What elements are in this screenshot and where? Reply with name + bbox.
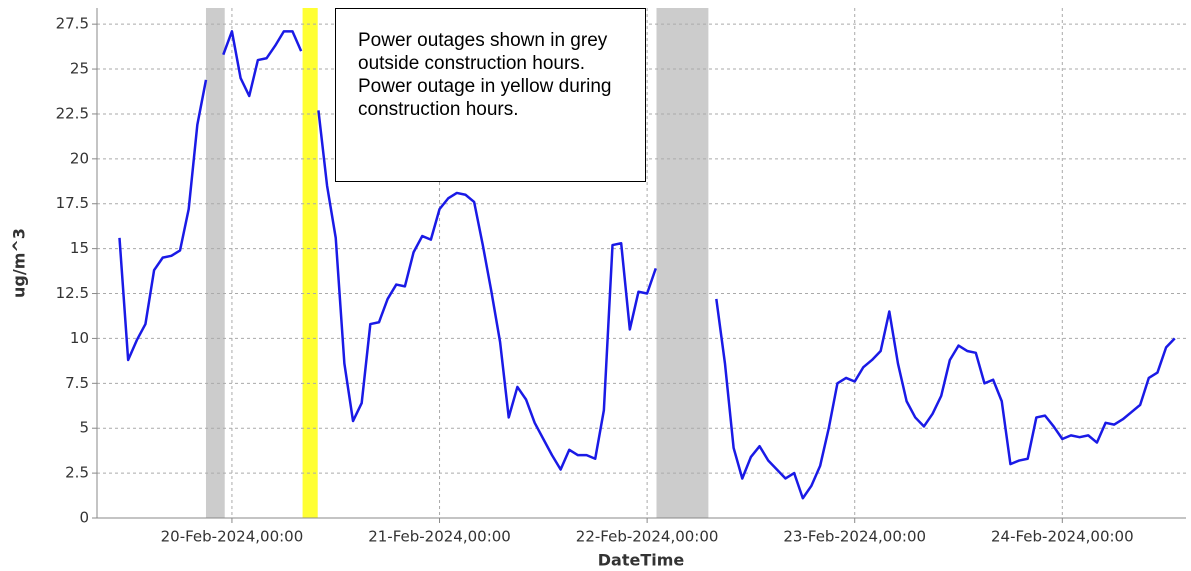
y-tick-label: 2.5 (65, 464, 89, 482)
y-tick-label: 25 (70, 60, 89, 78)
y-tick-label: 0 (79, 509, 89, 527)
outage-span (205, 8, 225, 518)
x-tick-label: 22-Feb-2024,00:00 (576, 528, 719, 546)
x-tick-label: 21-Feb-2024,00:00 (368, 528, 511, 546)
plot-background (97, 8, 1186, 519)
x-tick-label: 23-Feb-2024,00:00 (783, 528, 926, 546)
x-tick-label: 24-Feb-2024,00:00 (991, 528, 1134, 546)
outage-span (656, 8, 709, 518)
y-tick-label: 22.5 (56, 104, 89, 122)
x-axis-label: DateTime (598, 551, 685, 570)
y-axis-label: ug/m^3 (10, 228, 29, 298)
x-tick-label: 20-Feb-2024,00:00 (161, 528, 304, 546)
y-tick-label: 15 (70, 239, 89, 257)
y-tick-label: 20 (70, 149, 89, 167)
data-line (118, 30, 1176, 500)
y-tick-label: 10 (70, 329, 89, 347)
y-tick-label: 27.5 (56, 15, 89, 33)
annotation: Power outages shown in grey outside cons… (335, 8, 646, 182)
y-tick-label: 7.5 (65, 374, 89, 392)
outage-span (302, 8, 318, 518)
y-tick-label: 5 (79, 419, 89, 437)
y-tick-label: 17.5 (56, 194, 89, 212)
y-tick-label: 12.5 (56, 284, 89, 302)
